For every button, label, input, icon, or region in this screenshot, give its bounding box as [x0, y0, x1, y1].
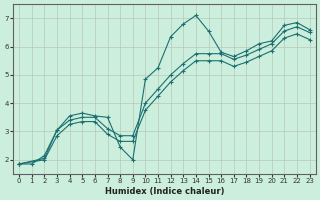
- X-axis label: Humidex (Indice chaleur): Humidex (Indice chaleur): [105, 187, 224, 196]
